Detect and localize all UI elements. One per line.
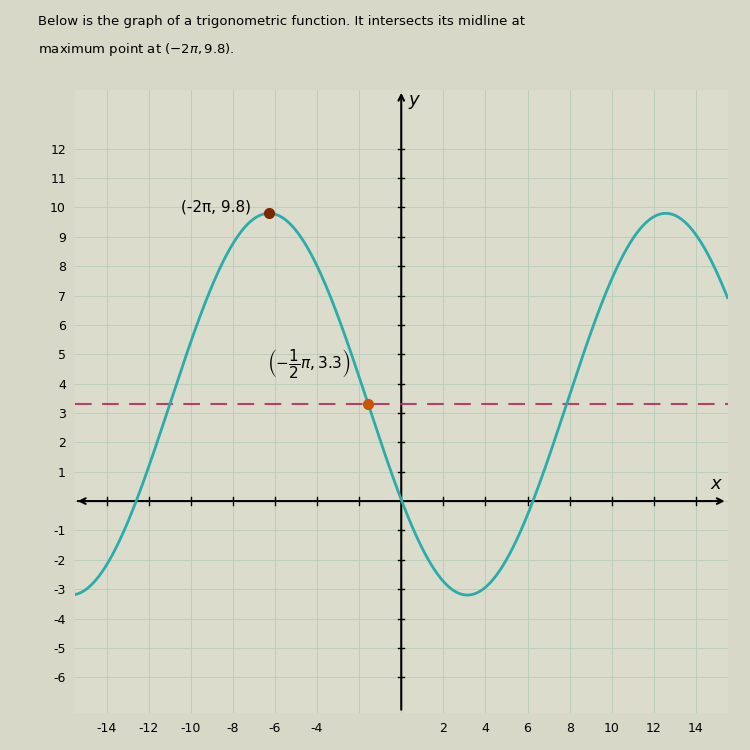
Text: $\left(-\dfrac{1}{2}\pi, 3.3\right)$: $\left(-\dfrac{1}{2}\pi, 3.3\right)$ [267,346,351,380]
Text: $x$: $x$ [710,476,723,494]
Text: $y$: $y$ [407,93,421,111]
Text: maximum point at $(-2\pi, 9.8)$.: maximum point at $(-2\pi, 9.8)$. [38,41,234,58]
Text: (-2π, 9.8): (-2π, 9.8) [181,200,250,215]
Text: Below is the graph of a trigonometric function. It intersects its midline at: Below is the graph of a trigonometric fu… [38,15,524,28]
